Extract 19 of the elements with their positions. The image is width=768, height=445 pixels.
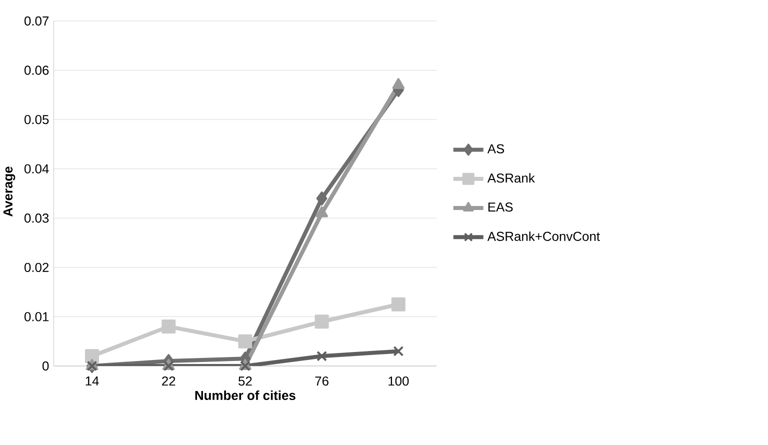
- y-tick-label: 0.04: [24, 164, 49, 174]
- legend-label: EAS: [488, 202, 513, 212]
- x-tick-label: 100: [388, 376, 409, 386]
- y-tick-label: 0.01: [24, 312, 49, 322]
- y-tick-label: 0.07: [24, 16, 49, 26]
- y-tick-label: 0: [42, 361, 49, 371]
- x-tick-label: 22: [162, 376, 176, 386]
- x-tick-label: 76: [315, 376, 328, 386]
- legend-label: ASRank: [487, 173, 535, 183]
- y-tick-label: 0.03: [24, 214, 49, 223]
- y-axis-title: Average: [4, 166, 16, 216]
- x-axis-title: Number of cities: [195, 390, 296, 400]
- legend-label: AS: [487, 144, 504, 154]
- y-tick-label: 0.02: [24, 262, 49, 272]
- y-tick-label: 0.06: [24, 66, 49, 75]
- legend-label: ASRank+ConvCont: [487, 231, 600, 241]
- x-tick-label: 52: [238, 376, 252, 386]
- y-tick-label: 0.05: [24, 114, 49, 124]
- x-tick-label: 14: [86, 376, 99, 386]
